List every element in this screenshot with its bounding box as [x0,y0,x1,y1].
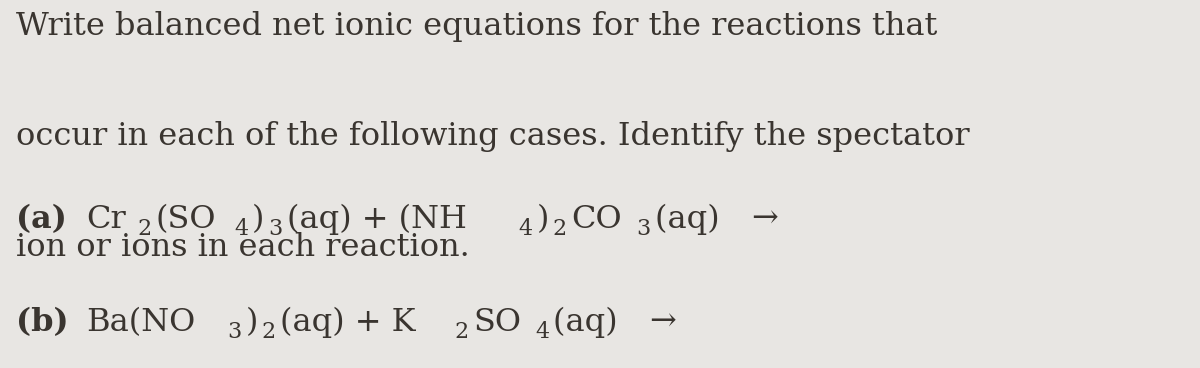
Text: (aq): (aq) [553,307,628,338]
Text: 2: 2 [455,321,469,343]
Text: 4: 4 [518,217,533,240]
Text: Write balanced net ionic equations for the reactions that: Write balanced net ionic equations for t… [16,11,937,42]
Text: (SO: (SO [156,204,216,235]
Text: ion or ions in each reaction.: ion or ions in each reaction. [16,232,469,263]
Text: ): ) [246,307,258,338]
Text: 2: 2 [553,217,566,240]
Text: ): ) [536,204,550,235]
Text: ): ) [252,204,264,235]
Text: occur in each of the following cases. Identify the spectator: occur in each of the following cases. Id… [16,121,970,152]
Text: CO: CO [571,204,622,235]
Text: 2: 2 [262,321,276,343]
Text: Cr: Cr [86,204,126,235]
Text: SO: SO [473,307,521,338]
Text: (aq): (aq) [655,204,730,235]
Text: 4: 4 [234,217,248,240]
Text: (aq) + K: (aq) + K [280,307,415,338]
Text: 3: 3 [227,321,241,343]
Text: 2: 2 [138,217,152,240]
Text: →: → [649,307,677,338]
Text: 3: 3 [636,217,650,240]
Text: 4: 4 [535,321,550,343]
Text: 3: 3 [268,217,282,240]
Text: (a): (a) [16,204,66,235]
Text: (b): (b) [16,307,68,338]
Text: Ba(NO: Ba(NO [86,307,196,338]
Text: (aq) + (NH: (aq) + (NH [287,204,467,235]
Text: →: → [751,204,778,235]
